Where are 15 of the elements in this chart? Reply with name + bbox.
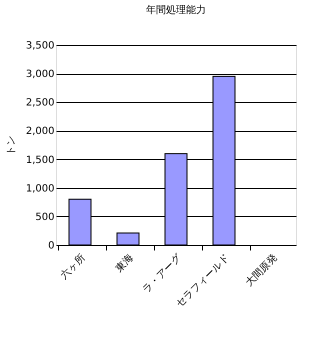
x-tick-label: 東海	[113, 252, 136, 274]
y-tick-label: 2,500	[26, 98, 54, 109]
x-tick-label: 六ヶ所	[58, 252, 88, 282]
chart-title: 年間処理能力	[146, 4, 206, 16]
y-axis-title: トン	[6, 136, 17, 156]
y-tick-label: 500	[35, 212, 54, 223]
y-tick-label: 1,500	[26, 154, 54, 166]
x-tick-label: ラ・アーグ	[140, 252, 184, 296]
x-tick-label: 大間原発	[243, 252, 280, 289]
y-tick-label: 3,500	[26, 40, 54, 52]
y-tick-label: 2,000	[26, 126, 54, 138]
y-tick-label: 0	[48, 240, 54, 252]
y-tick-label: 1,000	[26, 183, 54, 194]
bar	[116, 232, 140, 246]
y-tick-label: 3,000	[26, 69, 54, 80]
